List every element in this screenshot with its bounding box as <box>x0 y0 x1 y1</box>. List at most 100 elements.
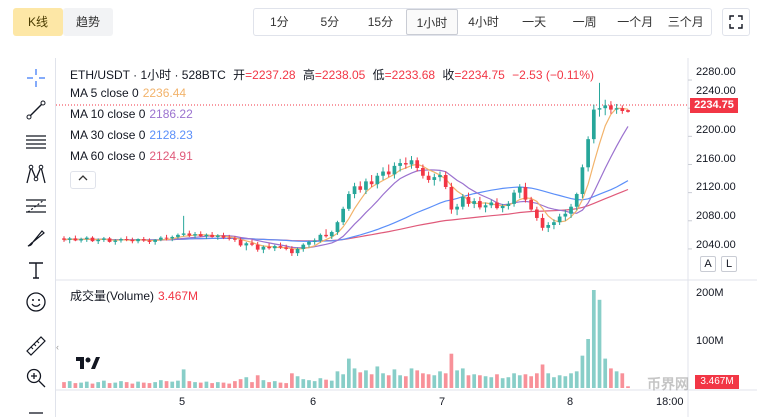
volume-legend[interactable]: 成交量(Volume) 3.467M <box>70 287 202 304</box>
price-tick: 2280.00 <box>696 66 736 78</box>
volume-bar <box>170 381 175 388</box>
volume-bar <box>586 339 590 388</box>
tradingview-icon <box>76 357 100 369</box>
brush-tool[interactable] <box>24 226 48 250</box>
volume-bar <box>198 382 203 388</box>
volume-bar <box>403 376 408 388</box>
interval-1mo[interactable]: 一个月 <box>617 15 654 29</box>
candle-body <box>295 248 300 254</box>
volume-bar <box>215 382 220 388</box>
tab-kline[interactable]: K线 <box>13 8 63 36</box>
interval-5m[interactable]: 5分 <box>320 15 340 29</box>
volume-bar <box>193 382 197 388</box>
more-tool[interactable] <box>24 398 48 414</box>
volume-bar <box>460 368 465 388</box>
log-scale-button[interactable]: L <box>721 256 737 272</box>
close-label: 收=2234.75 <box>442 68 504 82</box>
volume-bar <box>158 380 163 388</box>
volume-bar <box>478 375 482 388</box>
open-value: =2237.28 <box>245 68 296 82</box>
candle-body <box>181 233 186 235</box>
interval-15m[interactable]: 15分 <box>367 15 394 29</box>
volume-bar <box>261 380 266 388</box>
candle-body <box>267 246 271 249</box>
ma60-legend[interactable]: MA 60 close 0 2124.91 <box>70 149 197 163</box>
auto-scale-button[interactable]: A <box>700 256 716 272</box>
volume-bar <box>341 374 346 388</box>
volume-bar <box>107 383 112 388</box>
fullscreen-button[interactable] <box>722 8 750 36</box>
candle-body <box>204 234 209 237</box>
emoji-tool[interactable] <box>24 290 48 314</box>
collapse-toolbar-icon[interactable]: ‹ <box>56 342 59 352</box>
volume-bar <box>233 381 237 388</box>
volume-bar <box>307 380 311 388</box>
collapse-legend-button[interactable] <box>70 171 96 189</box>
time-tick: 7 <box>439 396 446 408</box>
candle-body <box>603 105 608 109</box>
horizontal-lines-tool[interactable] <box>24 130 48 154</box>
candle-body <box>96 239 101 242</box>
candle-body <box>290 248 294 254</box>
zoom-in-icon <box>26 368 46 388</box>
volume-bar <box>415 370 420 388</box>
volume-bar <box>386 375 391 388</box>
zoom-tool[interactable] <box>24 366 48 390</box>
top-bar: K线 趋势 1分 5分 15分 1小时 4小时 一天 一周 一个月 三个月 <box>0 0 757 48</box>
volume-bar <box>375 366 380 388</box>
candle-body <box>261 246 266 250</box>
candle-body <box>233 238 237 240</box>
volume-bar <box>358 372 363 388</box>
drawing-toolbar <box>0 58 56 417</box>
crosshair-icon <box>27 69 45 87</box>
text-tool[interactable] <box>24 258 48 282</box>
price-tick: 2120.00 <box>696 181 736 193</box>
interval-3mo[interactable]: 三个月 <box>667 15 704 29</box>
high-title: 高 <box>302 68 315 82</box>
candle-body <box>495 202 499 209</box>
volume-bar <box>301 379 306 388</box>
volume-bar <box>540 364 545 388</box>
volume-bar <box>102 380 106 388</box>
ma10-legend[interactable]: MA 10 close 0 2186.22 <box>70 107 197 121</box>
interval-1d[interactable]: 一天 <box>522 15 547 29</box>
candle-body <box>102 238 106 240</box>
ruler-tool[interactable] <box>24 334 48 358</box>
candle-body <box>113 240 118 242</box>
volume-bar <box>124 382 129 388</box>
pattern-tool[interactable] <box>24 162 48 186</box>
trendline-tool[interactable] <box>24 98 48 122</box>
ma30-legend[interactable]: MA 30 close 0 2128.23 <box>70 128 197 142</box>
volume-bar <box>449 353 454 388</box>
ma5-label: MA 5 close 0 <box>70 86 139 100</box>
interval-1w[interactable]: 一周 <box>572 15 597 29</box>
volume-bar <box>90 383 95 388</box>
volume-bar <box>432 375 437 388</box>
volume-bar <box>221 382 226 388</box>
high-value: =2238.05 <box>314 68 366 82</box>
volume-bar <box>73 383 78 388</box>
volume-bar <box>443 373 448 388</box>
open-title: 开 <box>233 68 246 82</box>
candle-body <box>136 239 140 242</box>
candle-body <box>478 201 482 208</box>
ma5-legend[interactable]: MA 5 close 0 2236.44 <box>70 86 190 100</box>
crosshair-tool[interactable] <box>24 66 48 90</box>
tradingview-logo[interactable] <box>76 355 100 376</box>
volume-bar <box>421 373 425 388</box>
volume-bar <box>409 368 414 388</box>
interval-1m[interactable]: 1分 <box>269 15 289 29</box>
fib-tool[interactable] <box>24 194 48 218</box>
tab-trend[interactable]: 趋势 <box>63 8 113 36</box>
candle-body <box>364 181 368 190</box>
interval-4h[interactable]: 4小时 <box>468 15 499 29</box>
horizontal-lines-icon <box>26 135 46 149</box>
candle-body <box>552 222 556 225</box>
volume-bar <box>591 290 596 388</box>
candle-body <box>62 238 66 240</box>
candle-body <box>221 235 226 238</box>
interval-1h[interactable]: 1小时 <box>405 9 459 35</box>
candle-body <box>193 234 197 236</box>
ma30-value: 2128.23 <box>149 128 193 142</box>
candle-body <box>170 236 175 239</box>
